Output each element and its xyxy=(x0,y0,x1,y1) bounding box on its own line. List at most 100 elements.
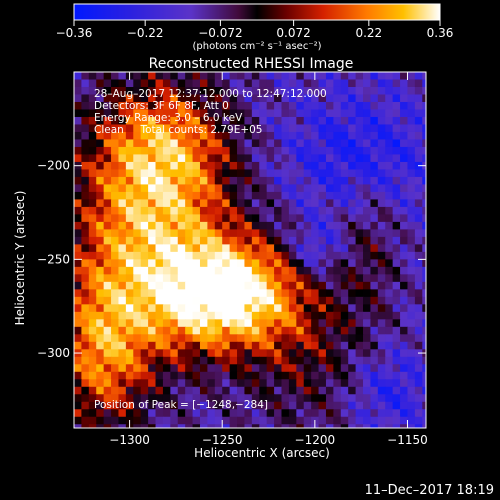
heatmap-cell xyxy=(199,229,208,238)
heatmap-cell xyxy=(281,304,290,313)
heatmap-cell xyxy=(214,161,223,171)
heatmap-cell xyxy=(281,319,290,328)
heatmap-cell xyxy=(170,379,179,388)
heatmap-cell xyxy=(148,319,157,328)
heatmap-cell xyxy=(340,274,349,283)
heatmap-cell xyxy=(118,281,127,290)
heatmap-cell xyxy=(222,401,231,410)
heatmap-cell xyxy=(199,154,208,163)
heatmap-cell xyxy=(340,131,349,141)
heatmap-cell xyxy=(133,424,142,428)
heatmap-cell xyxy=(281,334,290,343)
heatmap-cell xyxy=(155,386,164,395)
heatmap-cell xyxy=(81,409,90,418)
heatmap-cell xyxy=(392,124,401,133)
heatmap-cell xyxy=(229,304,238,313)
heatmap-cell xyxy=(155,341,164,350)
heatmap-cell xyxy=(96,341,105,350)
heatmap-cell xyxy=(259,94,268,103)
heatmap-cell xyxy=(392,424,401,428)
heatmap-cell xyxy=(207,72,216,81)
heatmap-cell xyxy=(325,334,334,343)
heatmap-cell xyxy=(237,131,246,141)
heatmap-cell xyxy=(111,259,120,268)
heatmap-cell xyxy=(259,259,268,268)
heatmap-cell xyxy=(177,296,186,305)
heatmap-cell xyxy=(251,229,260,238)
heatmap-cell xyxy=(400,131,409,141)
heatmap-cell xyxy=(318,236,327,245)
heatmap-cell xyxy=(148,289,157,298)
heatmap-cell xyxy=(229,214,238,223)
heatmap-cell xyxy=(207,116,216,126)
heatmap-cell xyxy=(340,94,349,103)
heatmap-cell xyxy=(377,341,386,350)
heatmap-cell xyxy=(111,289,120,298)
heatmap-cell xyxy=(311,364,320,373)
heatmap-cell xyxy=(288,281,297,290)
heatmap-cell xyxy=(377,334,386,343)
heatmap-cell xyxy=(177,94,186,103)
heatmap-cell xyxy=(185,401,194,410)
heatmap-cell xyxy=(251,259,260,268)
heatmap-cell xyxy=(377,251,386,260)
heatmap-cell xyxy=(244,199,253,208)
heatmap-cell xyxy=(229,72,238,81)
heatmap-cell xyxy=(88,289,97,298)
heatmap-cell xyxy=(162,281,171,290)
heatmap-cell xyxy=(400,176,409,186)
heatmap-cell xyxy=(237,229,246,238)
heatmap-cell xyxy=(162,386,171,395)
heatmap-cell xyxy=(170,356,179,365)
heatmap-cell xyxy=(237,206,246,215)
heatmap-cell xyxy=(88,394,97,403)
heatmap-cell xyxy=(251,176,260,186)
heatmap-cell xyxy=(192,176,201,186)
heatmap-cell xyxy=(214,146,223,156)
heatmap-cell xyxy=(185,349,194,358)
heatmap-cell xyxy=(244,349,253,358)
heatmap-cell xyxy=(207,409,216,418)
heatmap-cell xyxy=(348,304,357,313)
heatmap-cell xyxy=(281,131,290,141)
heatmap-cell xyxy=(140,304,149,313)
heatmap-cell xyxy=(363,371,372,380)
heatmap-cell xyxy=(259,416,268,425)
heatmap-cell xyxy=(96,176,105,186)
info-annotations: 28–Aug–2017 12:37:12.000 to 12:47:12.000… xyxy=(94,88,327,411)
heatmap-cell xyxy=(118,161,127,171)
heatmap-cell xyxy=(266,371,275,380)
heatmap-cell xyxy=(296,394,305,403)
heatmap-cell xyxy=(385,146,394,156)
heatmap-cell xyxy=(192,334,201,343)
heatmap-cell xyxy=(111,356,120,365)
heatmap-cell xyxy=(288,79,297,88)
heatmap-cell xyxy=(199,296,208,305)
heatmap-cell xyxy=(170,229,179,238)
heatmap-cell xyxy=(251,206,260,215)
heatmap-cell xyxy=(251,416,260,425)
heatmap-cell xyxy=(74,154,83,163)
heatmap-cell xyxy=(266,319,275,328)
heatmap-cell xyxy=(296,409,305,418)
heatmap-cell xyxy=(407,266,416,275)
heatmap-cell xyxy=(140,94,149,103)
heatmap-cell xyxy=(199,259,208,268)
heatmap-cell xyxy=(370,296,379,305)
heatmap-cell xyxy=(192,349,201,358)
heatmap-cell xyxy=(259,251,268,260)
heatmap-cell xyxy=(162,274,171,283)
heatmap-cell xyxy=(385,266,394,275)
heatmap-cell xyxy=(81,169,90,178)
heatmap-cell xyxy=(251,199,260,208)
heatmap-cell xyxy=(103,311,112,320)
heatmap-cell xyxy=(133,416,142,425)
heatmap-cell xyxy=(229,146,238,156)
heatmap-cell xyxy=(214,124,223,133)
heatmap-cell xyxy=(392,244,401,253)
heatmap-cell xyxy=(237,416,246,425)
heatmap-cell xyxy=(177,326,186,335)
heatmap-cell xyxy=(74,236,83,245)
heatmap-cell xyxy=(422,259,426,268)
heatmap-cell xyxy=(237,236,246,245)
